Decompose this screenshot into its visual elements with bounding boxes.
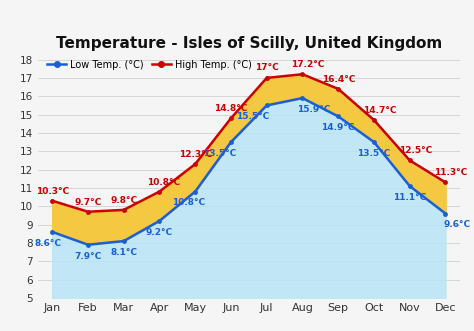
Text: 12.5°C: 12.5°C [399,146,432,156]
Text: 12.3°C: 12.3°C [179,150,212,159]
Text: 9.7°C: 9.7°C [74,198,101,207]
Text: 9.8°C: 9.8°C [110,196,137,205]
Text: 10.8°C: 10.8°C [147,178,180,187]
Text: 14.8°C: 14.8°C [214,104,247,113]
Text: 13.5°C: 13.5°C [357,149,391,158]
Text: 15.9°C: 15.9°C [297,105,330,114]
Text: 10.8°C: 10.8°C [172,199,205,208]
Text: 7.9°C: 7.9°C [74,252,101,260]
Text: 17°C: 17°C [255,63,279,71]
Text: 8.1°C: 8.1°C [110,248,137,257]
Text: 17.2°C: 17.2°C [292,60,325,69]
Text: 10.3°C: 10.3°C [36,187,69,196]
Text: 11.3°C: 11.3°C [434,168,468,177]
Text: 9.2°C: 9.2°C [146,228,173,237]
Text: 15.5°C: 15.5°C [236,112,269,121]
Text: 8.6°C: 8.6°C [35,239,62,248]
Text: 11.1°C: 11.1°C [393,193,426,202]
Text: 9.6°C: 9.6°C [443,220,470,229]
Title: Temperature - Isles of Scilly, United Kingdom: Temperature - Isles of Scilly, United Ki… [56,36,442,51]
Text: 14.9°C: 14.9°C [321,123,355,132]
Text: 13.5°C: 13.5°C [203,149,237,158]
Text: 14.7°C: 14.7°C [363,106,396,115]
Text: 16.4°C: 16.4°C [321,75,355,84]
Legend: Low Temp. (°C), High Temp. (°C): Low Temp. (°C), High Temp. (°C) [47,60,252,70]
